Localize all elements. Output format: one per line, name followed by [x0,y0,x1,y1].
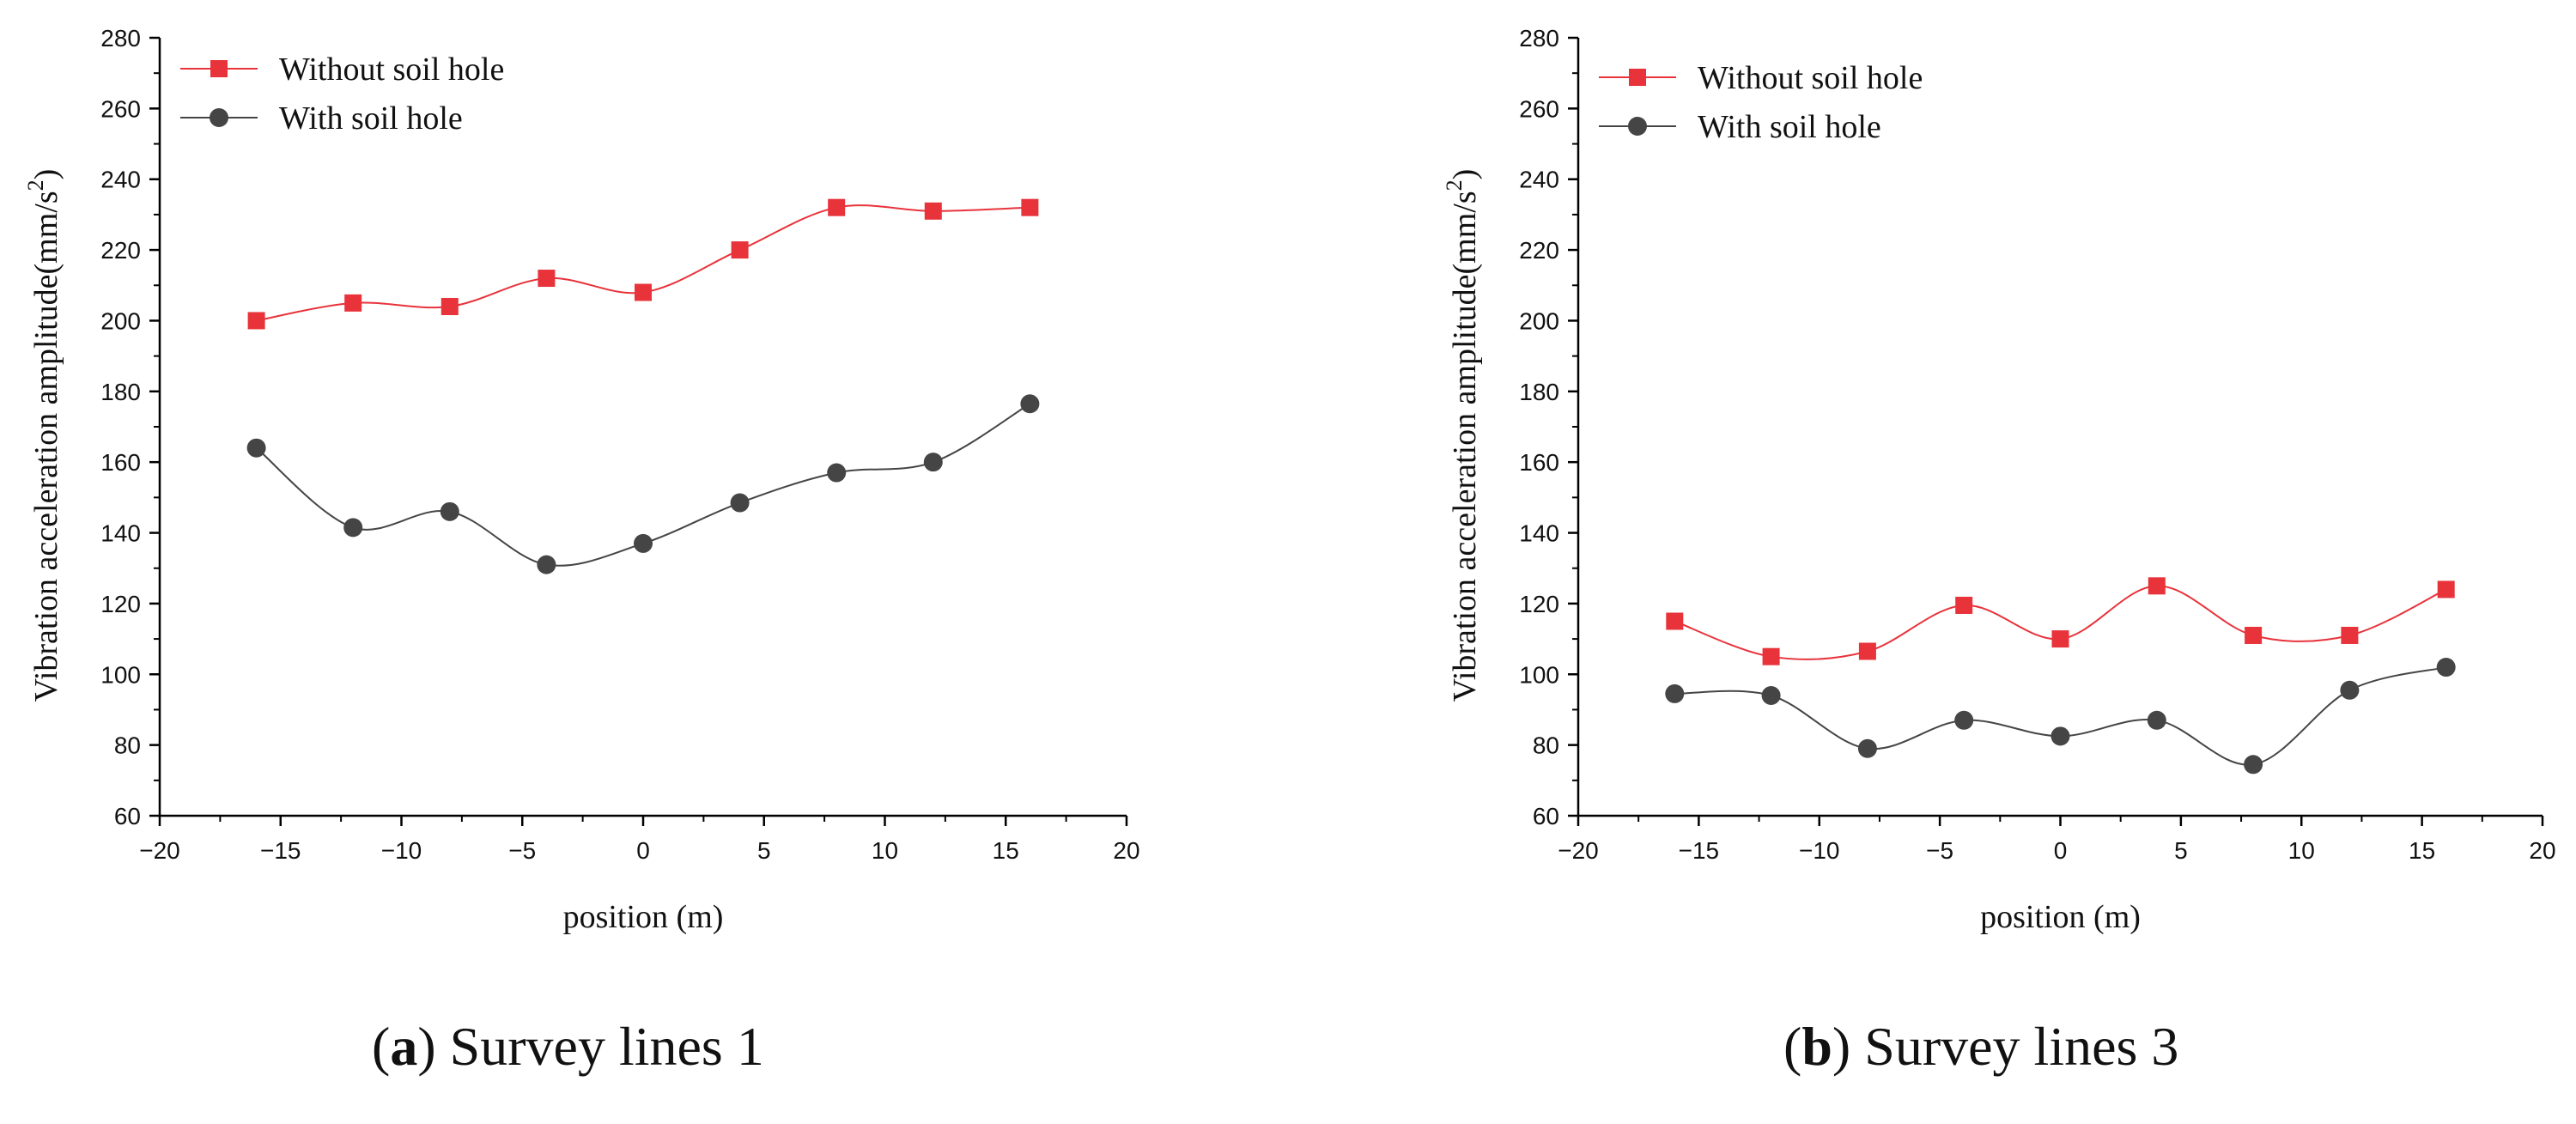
y-tick-label: 100 [100,661,141,688]
y-tick-label: 220 [100,237,141,264]
data-point-circle [1020,394,1040,414]
y-axis-label: Vibration acceleration amplitude(mm/s2) [1442,169,1483,702]
y-tick-label: 260 [1519,95,1559,122]
data-point-circle [2147,710,2166,730]
y-tick-label: 280 [1519,25,1559,52]
legend-marker-circle [1628,117,1647,136]
y-tick-label: 280 [100,25,141,52]
data-point-circle [1954,710,1974,730]
data-point-circle [2244,755,2263,775]
data-point-square [1955,596,1973,614]
data-point-circle [2050,726,2070,746]
legend-marker-square [1629,69,1646,86]
x-tick-label: 5 [2174,837,2188,864]
x-tick-label: −5 [508,837,536,864]
x-tick-label: 20 [2529,837,2555,864]
data-point-square [2245,626,2263,644]
data-point-square [924,202,942,220]
x-tick-label: −15 [260,837,301,864]
data-point-circle [827,463,847,483]
y-tick-label: 160 [1519,449,1559,476]
legend-marker-square [210,60,228,77]
data-point-square [635,283,652,301]
data-point-square [1021,198,1039,216]
y-tick-label: 240 [1519,167,1559,193]
y-tick-label: 120 [100,591,141,617]
y-tick-label: 60 [114,803,141,829]
data-point-circle [537,555,556,574]
data-point-square [828,198,846,216]
data-point-circle [1665,684,1685,703]
series-line-with-soil-hole [1674,666,2446,766]
data-point-circle [246,438,266,458]
y-tick-label: 180 [1519,379,1559,405]
legend-label: Without soil hole [1698,60,1923,96]
legend-label: With soil hole [279,100,463,137]
figure-caption: (a) Survey lines 1 [372,1016,764,1077]
y-tick-label: 260 [100,95,141,122]
x-tick-label: 15 [2409,837,2435,864]
y-tick-label: 180 [100,379,141,405]
data-point-square [2051,630,2069,648]
y-tick-label: 100 [1519,661,1559,688]
y-tick-label: 200 [1519,307,1559,334]
data-point-circle [1857,738,1877,758]
x-tick-label: 5 [757,837,771,864]
data-point-circle [343,518,363,538]
data-point-circle [923,453,943,472]
x-tick-label: −15 [1679,837,1720,864]
data-point-circle [634,533,653,553]
y-tick-label: 220 [1519,237,1559,264]
y-tick-label: 60 [1533,803,1559,829]
x-tick-label: 10 [872,837,898,864]
data-point-circle [730,493,750,513]
x-tick-label: 0 [636,837,650,864]
data-point-circle [440,501,459,521]
figure-caption: (b) Survey lines 3 [1783,1016,2178,1077]
legend-marker-circle [210,108,228,127]
series-line-without-soil-hole [256,204,1030,322]
data-point-square [1762,647,1780,665]
data-point-square [1666,612,1684,630]
data-point-square [2148,577,2166,595]
legend-label: With soil hole [1698,109,1881,145]
data-point-square [344,294,362,312]
data-point-square [247,312,265,330]
x-tick-label: −10 [1799,837,1840,864]
y-tick-label: 80 [114,732,141,759]
y-tick-label: 140 [100,520,141,547]
x-tick-label: 20 [1113,837,1139,864]
y-tick-label: 140 [1519,520,1559,547]
x-tick-label: −10 [381,837,422,864]
x-tick-label: −20 [139,837,180,864]
x-axis-label: position (m) [563,899,724,935]
data-point-circle [2340,680,2360,700]
y-axis-label: Vibration acceleration amplitude(mm/s2) [23,169,64,702]
y-tick-label: 160 [100,449,141,476]
data-point-square [440,297,459,315]
y-tick-label: 80 [1533,732,1559,759]
x-tick-label: 0 [2054,837,2068,864]
y-tick-label: 120 [1519,591,1559,617]
data-point-circle [2436,658,2456,677]
series-line-without-soil-hole [1674,585,2447,660]
x-axis-label: position (m) [1980,899,2141,935]
data-point-square [538,270,556,288]
y-tick-label: 240 [100,167,141,193]
x-tick-label: 15 [993,837,1019,864]
data-point-square [1858,642,1876,660]
y-tick-label: 200 [100,307,141,334]
x-tick-label: −5 [1926,837,1953,864]
data-point-square [2341,626,2359,644]
x-tick-label: −20 [1558,837,1599,864]
x-tick-label: 10 [2288,837,2315,864]
legend-label: Without soil hole [279,52,504,88]
data-point-square [731,241,749,259]
data-point-circle [1761,685,1781,705]
data-point-square [2437,580,2455,598]
